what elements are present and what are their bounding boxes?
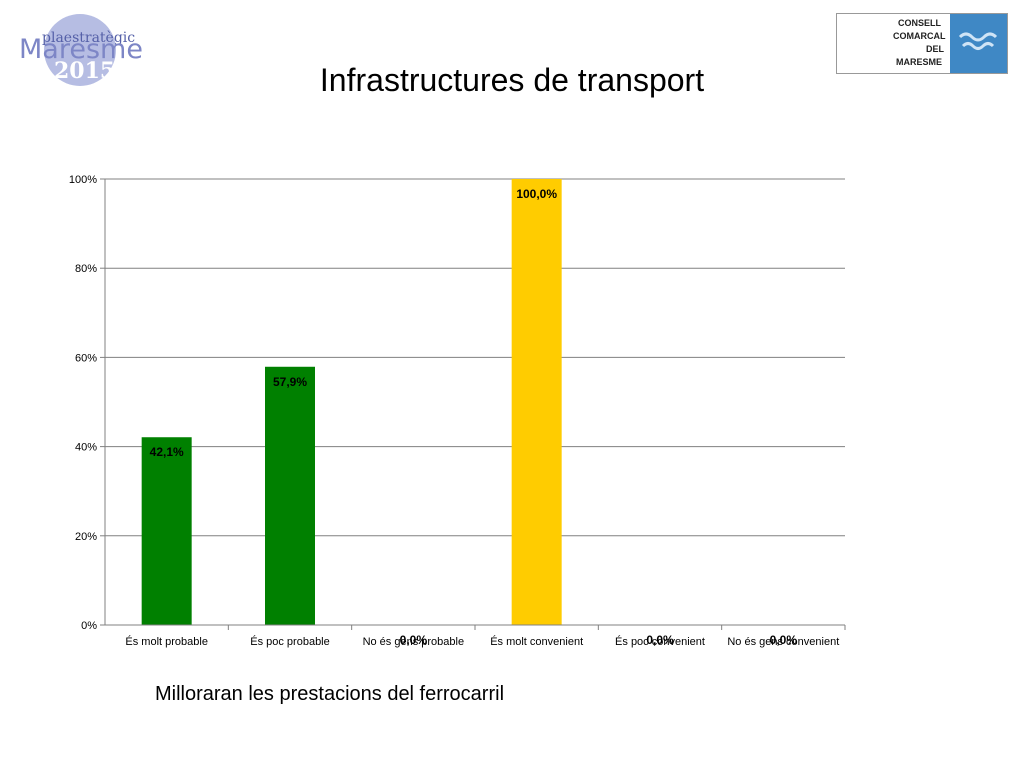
- wave-icon-2: [961, 42, 995, 50]
- slide-title: Infrastructures de transport: [319, 62, 705, 98]
- chart-caption: Milloraran les prestacions del ferrocarr…: [155, 683, 505, 705]
- y-tick-label: 60%: [75, 352, 97, 364]
- logo-small-text: plaestratègic: [42, 30, 135, 46]
- logo-line-1: CONSELL: [898, 18, 942, 28]
- y-tick-label: 80%: [75, 263, 97, 275]
- bar-chart: 0% 20% 40% 60% 80% 100% És molt probable 42,1% É…: [69, 174, 846, 648]
- x-tick-label: És poc probable: [250, 635, 330, 648]
- logo-big-text: Maresme: [19, 34, 143, 65]
- bar: [141, 437, 192, 625]
- data-label: 100,0%: [516, 187, 557, 201]
- data-label: 57,9%: [273, 375, 307, 389]
- consell-comarcal-logo: CONSELL COMARCAL DEL MARESME: [836, 13, 1008, 74]
- wave-icon: [958, 32, 998, 42]
- plaestrategic-maresme-logo: plaestratègic Maresme 2015: [14, 10, 154, 90]
- data-label: 0,0%: [400, 633, 428, 647]
- logo-line-2: COMARCAL: [893, 31, 946, 41]
- y-tick-label: 40%: [75, 442, 97, 454]
- data-label: 0,0%: [646, 633, 674, 647]
- x-tick-label: És poc convenient: [615, 635, 705, 648]
- bar: [265, 366, 315, 625]
- logo-line-3: DEL: [926, 44, 945, 54]
- x-tick-label: És molt probable: [125, 635, 208, 648]
- x-tick-label: No és gens probable: [363, 636, 465, 648]
- data-label: 0,0%: [770, 633, 798, 647]
- y-tick-label: 0%: [81, 620, 97, 632]
- logo-line-4: MARESME: [896, 57, 942, 67]
- x-tick-label: No és gens convenient: [727, 636, 839, 648]
- data-label: 42,1%: [150, 445, 184, 459]
- x-tick-label: És molt convenient: [490, 635, 583, 648]
- logo-blue-panel: [950, 14, 1007, 73]
- bar: [511, 179, 562, 625]
- logo-circle: [44, 14, 116, 86]
- logo-year: 2015: [54, 58, 115, 84]
- y-tick-label: 20%: [75, 531, 97, 543]
- y-tick-label: 100%: [69, 174, 97, 186]
